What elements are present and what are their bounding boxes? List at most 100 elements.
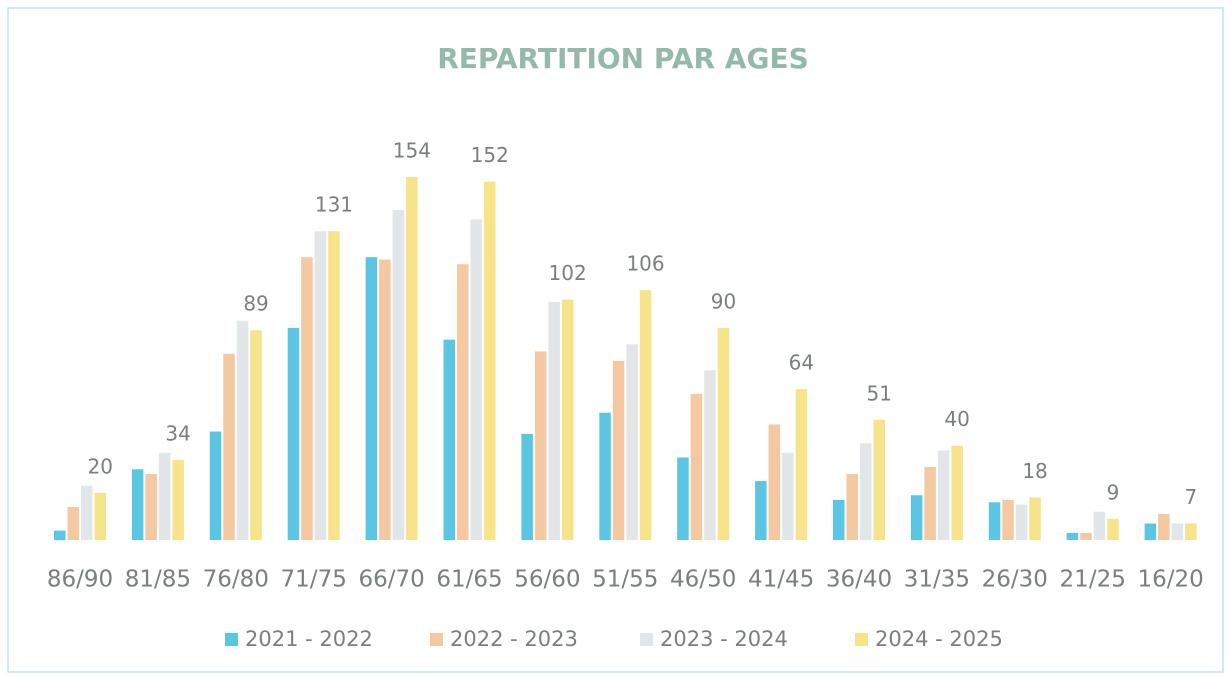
bar (1080, 532, 1092, 540)
bar (67, 507, 79, 540)
x-tick-label: 46/50 (670, 567, 736, 593)
bar (860, 443, 872, 540)
bar (924, 466, 936, 540)
bar (145, 474, 157, 540)
bar (782, 452, 794, 540)
data-label: 89 (243, 292, 268, 316)
bar (755, 481, 767, 540)
bar (1185, 523, 1197, 540)
data-label: 131 (315, 193, 353, 217)
bar (521, 433, 533, 540)
bar (1107, 518, 1119, 540)
bar (1066, 532, 1079, 540)
data-label: 40 (944, 407, 969, 431)
x-tick-label: 26/30 (982, 567, 1048, 593)
bar (626, 344, 638, 540)
data-label: 18 (1022, 459, 1047, 483)
data-label: 90 (711, 289, 736, 313)
bar (704, 370, 716, 540)
bar (1015, 504, 1028, 540)
x-tick-label: 86/90 (47, 567, 113, 593)
legend-label: 2022 - 2023 (450, 627, 578, 651)
x-tick-label: 31/35 (904, 567, 970, 593)
bar (392, 210, 405, 540)
bar (937, 450, 950, 540)
legend-swatch (430, 633, 443, 646)
bar (873, 419, 885, 540)
bar (561, 299, 574, 540)
x-tick-label: 36/40 (826, 567, 892, 593)
bar (81, 485, 93, 540)
bar (223, 353, 235, 540)
data-label: 106 (626, 252, 664, 276)
bar (599, 412, 611, 540)
data-label: 7 (1184, 485, 1197, 509)
bar (768, 424, 781, 540)
data-label: 152 (471, 143, 509, 167)
bar (612, 360, 625, 540)
legend-swatch (640, 633, 653, 646)
bar (795, 389, 808, 540)
bar (365, 257, 378, 540)
bar (1158, 514, 1170, 540)
data-label: 51 (867, 381, 892, 405)
bar (677, 457, 689, 540)
bar (379, 259, 391, 540)
bar (484, 181, 496, 540)
bar (1093, 511, 1106, 540)
bar (534, 351, 547, 540)
x-tick-label: 51/55 (592, 567, 658, 593)
bar (54, 530, 66, 540)
bar (846, 474, 858, 540)
bar (717, 327, 730, 540)
data-label: 34 (165, 421, 190, 445)
data-label: 102 (549, 261, 587, 285)
data-label: 64 (789, 351, 814, 375)
bar (287, 327, 300, 540)
legend-label: 2024 - 2025 (875, 627, 1003, 651)
bar (1002, 499, 1014, 540)
data-label: 9 (1107, 480, 1120, 504)
bar (443, 339, 455, 540)
bar (910, 495, 923, 540)
bar (314, 231, 327, 540)
bar (639, 290, 652, 540)
legend-label: 2021 - 2022 (245, 627, 373, 651)
bar (172, 459, 184, 540)
data-label: 154 (393, 139, 431, 163)
bar (131, 469, 144, 540)
bar (951, 445, 963, 540)
x-tick-label: 66/70 (358, 567, 424, 593)
chart-title: REPARTITION PAR AGES (437, 42, 809, 75)
bar (301, 257, 313, 540)
bar (470, 219, 482, 540)
bar (1144, 523, 1157, 540)
bar (457, 264, 469, 540)
legend-label: 2023 - 2024 (660, 627, 788, 651)
bar (833, 499, 845, 540)
x-tick-label: 56/60 (514, 567, 580, 593)
bar (158, 452, 171, 540)
x-tick-label: 76/80 (203, 567, 269, 593)
legend-swatch (855, 633, 868, 646)
x-tick-label: 21/25 (1060, 567, 1126, 593)
bar (988, 502, 1001, 540)
bar (236, 320, 249, 540)
bar (1029, 497, 1041, 540)
bar (690, 393, 703, 540)
bar (94, 492, 106, 540)
bar (406, 177, 418, 540)
bar (250, 330, 262, 540)
x-tick-label: 71/75 (281, 567, 347, 593)
x-tick-label: 81/85 (125, 567, 191, 593)
bar (548, 301, 560, 540)
bar (209, 431, 222, 540)
chart-border (7, 7, 1224, 673)
x-tick-label: 61/65 (436, 567, 502, 593)
legend-swatch (225, 633, 238, 646)
bar (1171, 523, 1184, 540)
data-label: 20 (88, 454, 113, 478)
bar (328, 231, 340, 540)
x-tick-label: 16/20 (1137, 567, 1203, 593)
